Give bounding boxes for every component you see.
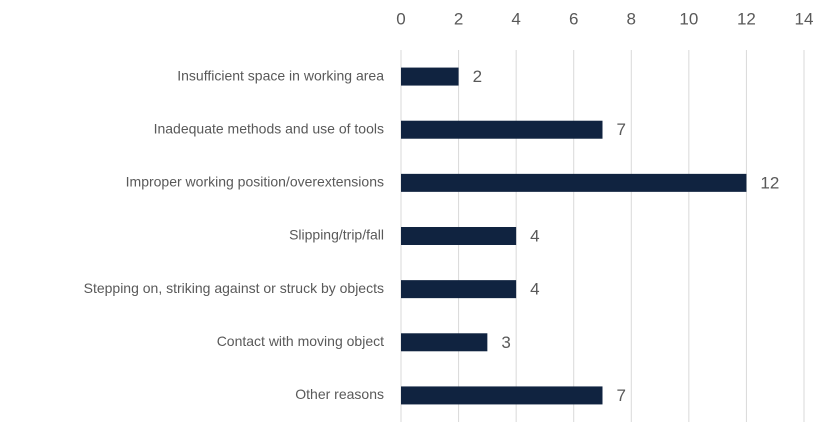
bar <box>401 120 603 139</box>
y-tick-label: Inadequate methods and use of tools <box>154 120 384 136</box>
bar <box>401 227 517 245</box>
x-tick-label: 8 <box>627 9 636 28</box>
x-tick-label: 4 <box>511 9 520 28</box>
y-tick-label: Improper working position/overextensions <box>126 174 384 190</box>
x-tick-label: 10 <box>679 9 698 28</box>
y-tick-label: Stepping on, striking against or struck … <box>84 280 384 296</box>
data-label: 4 <box>530 280 539 299</box>
x-tick-label: 14 <box>795 9 814 28</box>
bar <box>401 280 517 299</box>
bar <box>401 333 488 352</box>
y-tick-label: Contact with moving object <box>217 333 384 349</box>
data-label: 4 <box>530 226 539 245</box>
bar <box>401 386 603 405</box>
bar <box>401 67 459 86</box>
x-tick-label: 2 <box>454 9 463 28</box>
data-label: 7 <box>617 386 626 405</box>
bar <box>401 173 747 192</box>
y-tick-label: Insufficient space in working area <box>177 67 384 83</box>
data-label: 3 <box>501 333 510 352</box>
y-tick-label: Other reasons <box>295 386 384 402</box>
x-tick-label: 12 <box>737 9 756 28</box>
x-tick-label: 6 <box>569 9 578 28</box>
data-label: 2 <box>473 67 482 86</box>
data-label: 7 <box>617 120 626 139</box>
y-tick-label: Slipping/trip/fall <box>289 227 384 243</box>
data-label: 12 <box>760 173 779 192</box>
x-tick-label: 0 <box>396 9 405 28</box>
